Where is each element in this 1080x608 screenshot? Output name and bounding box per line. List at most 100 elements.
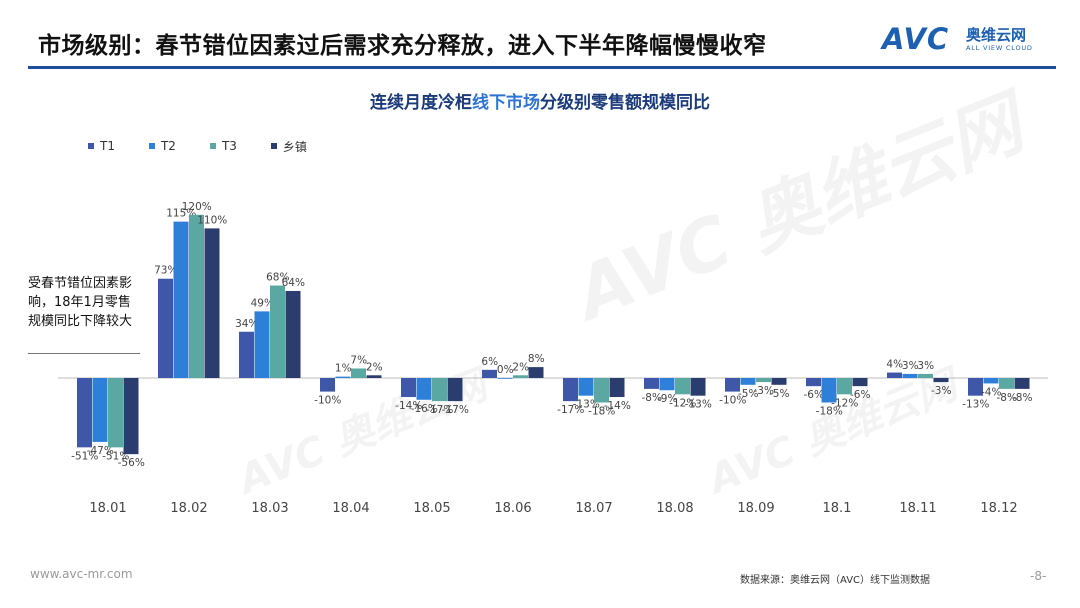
data-label: -18% bbox=[588, 405, 615, 417]
data-label: -18% bbox=[816, 405, 843, 417]
data-label: -10% bbox=[314, 395, 341, 407]
logo-english-name: ALL VIEW CLOUD bbox=[966, 44, 1033, 52]
data-label: 6% bbox=[481, 356, 498, 368]
bar-t3-18.08 bbox=[675, 378, 690, 395]
legend-swatch bbox=[148, 143, 155, 149]
data-label: -13% bbox=[685, 399, 712, 411]
data-label: 4% bbox=[886, 359, 903, 371]
data-label: -13% bbox=[962, 399, 989, 411]
bar-乡镇-18.12 bbox=[1014, 378, 1030, 389]
data-label: 2% bbox=[366, 361, 383, 373]
bar-乡镇-18.1 bbox=[852, 378, 868, 387]
bar-乡镇-18.09 bbox=[771, 378, 787, 385]
bar-t1-18.06 bbox=[482, 369, 497, 378]
bar-乡镇-18.04 bbox=[366, 375, 382, 378]
data-label: 73% bbox=[154, 265, 177, 277]
chart-title-highlight: 线下市场 bbox=[472, 93, 540, 113]
bar-乡镇-18.08 bbox=[690, 378, 706, 396]
data-label: 2% bbox=[512, 361, 529, 373]
logo-wordmark: AVC bbox=[882, 22, 950, 56]
data-label: -14% bbox=[604, 400, 631, 412]
chart-title-part: 分级别零售额规模同比 bbox=[540, 93, 710, 113]
data-label: -6% bbox=[850, 389, 870, 401]
bar-t3-18.07 bbox=[594, 378, 609, 403]
bar-乡镇-18.07 bbox=[609, 378, 625, 398]
data-label: -10% bbox=[719, 395, 746, 407]
data-label: -17% bbox=[557, 404, 584, 416]
footer-website: www.avc-mr.com bbox=[30, 567, 133, 581]
avc-logo: AVC 奥维云网 ALL VIEW CLOUD bbox=[882, 22, 1062, 62]
bar-乡镇-18.01 bbox=[123, 378, 139, 455]
x-tick-label: 18.1 bbox=[823, 501, 852, 516]
legend-label: T1 bbox=[100, 139, 115, 153]
bar-t3-18.11 bbox=[918, 373, 933, 378]
legend-swatch bbox=[88, 143, 94, 149]
x-tick-label: 18.02 bbox=[170, 501, 207, 516]
data-label: -17% bbox=[426, 404, 453, 416]
data-label: 115% bbox=[166, 208, 196, 220]
data-label: -51% bbox=[102, 450, 129, 462]
bar-t3-18.12 bbox=[999, 378, 1014, 389]
data-label: -16% bbox=[411, 403, 438, 415]
bar-t1-18.09 bbox=[725, 378, 740, 392]
bar-t1-18.08 bbox=[644, 378, 659, 389]
legend-label: T3 bbox=[221, 139, 237, 153]
chart-title: 连续月度冷柜线下市场分级别零售额规模同比 bbox=[0, 88, 1080, 113]
data-label: -8% bbox=[997, 392, 1017, 404]
x-tick-label: 18.08 bbox=[656, 501, 693, 516]
header: 市场级别：春节错位因素过后需求充分释放，进入下半年降幅慢慢收窄 AVC 奥维云网… bbox=[0, 0, 1080, 70]
data-label: 49% bbox=[251, 297, 274, 309]
bar-t1-18.02 bbox=[158, 278, 173, 378]
chart-title-part: 连续月度冷柜 bbox=[370, 93, 472, 113]
x-tick-label: 18.12 bbox=[980, 501, 1017, 516]
legend-item: T3 bbox=[209, 139, 237, 153]
legend-item: T2 bbox=[148, 139, 176, 153]
x-tick-label: 18.01 bbox=[89, 501, 126, 516]
chart-legend: T1 T2 T3 乡镇 bbox=[88, 138, 341, 154]
data-label: -9% bbox=[657, 393, 677, 405]
bar-t2-18.12 bbox=[983, 378, 999, 384]
data-label: 1% bbox=[335, 363, 352, 375]
bar-乡镇-18.02 bbox=[204, 228, 220, 378]
x-tick-label: 18.03 bbox=[251, 501, 288, 516]
legend-label: T2 bbox=[160, 139, 176, 153]
data-label: -14% bbox=[395, 400, 422, 412]
bar-t3-18.01 bbox=[108, 378, 123, 448]
bar-t3-18.03 bbox=[270, 285, 285, 378]
legend-swatch bbox=[270, 143, 277, 149]
bar-t3-18.02 bbox=[189, 214, 204, 378]
page-title: 市场级别：春节错位因素过后需求充分释放，进入下半年降幅慢慢收窄 bbox=[38, 33, 767, 59]
data-label: -3% bbox=[754, 385, 774, 397]
x-tick-label: 18.07 bbox=[575, 501, 612, 516]
bar-t1-18.01 bbox=[77, 378, 92, 448]
data-label: -13% bbox=[573, 399, 600, 411]
legend-item: 乡镇 bbox=[270, 138, 307, 155]
data-label: -8% bbox=[642, 392, 662, 404]
bar-t1-18.03 bbox=[239, 331, 254, 378]
bar-t3-18.1 bbox=[837, 378, 852, 395]
data-label: 110% bbox=[197, 214, 227, 226]
annotation-underline bbox=[28, 353, 140, 354]
title-divider bbox=[28, 66, 1056, 69]
bar-t3-18.04 bbox=[351, 368, 366, 378]
legend-swatch bbox=[209, 143, 216, 149]
bar-乡镇-18.03 bbox=[285, 290, 301, 378]
data-label: -6% bbox=[804, 389, 824, 401]
bar-乡镇-18.11 bbox=[933, 378, 949, 383]
data-label: 0% bbox=[497, 364, 514, 376]
x-tick-label: 18.11 bbox=[899, 501, 936, 516]
bar-t1-18.1 bbox=[806, 378, 821, 387]
bar-t2-18.04 bbox=[335, 376, 351, 378]
data-label: -47% bbox=[87, 445, 114, 457]
data-label: 3% bbox=[917, 360, 934, 372]
data-label: 64% bbox=[282, 277, 305, 289]
bar-t2-18.01 bbox=[92, 378, 108, 442]
data-label: -12% bbox=[669, 397, 696, 409]
bar-t1-18.11 bbox=[887, 372, 902, 378]
bar-t3-18.06 bbox=[513, 375, 528, 378]
bar-t2-18.02 bbox=[173, 221, 189, 378]
bar-乡镇-18.06 bbox=[528, 367, 544, 378]
data-label: -17% bbox=[442, 404, 469, 416]
data-label: 120% bbox=[182, 201, 212, 213]
